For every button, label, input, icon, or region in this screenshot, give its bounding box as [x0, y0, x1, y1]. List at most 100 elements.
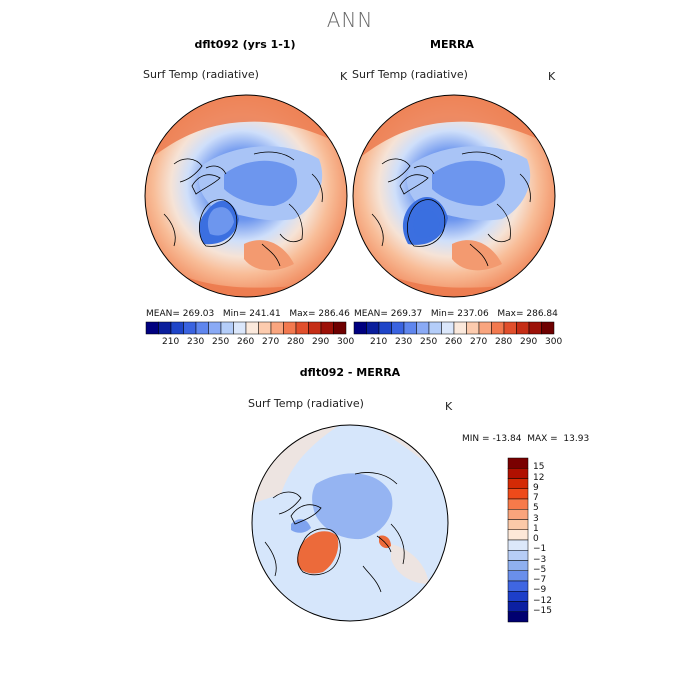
colorbar-tick-label-diff: −5	[533, 564, 547, 575]
colorbar-swatch-model	[258, 321, 272, 335]
colorbar-swatch-merra	[378, 321, 392, 335]
unit-label-model: K	[340, 70, 348, 83]
colorbar-swatch-merra	[503, 321, 517, 335]
colorbar-tick-label-diff: 7	[533, 493, 539, 503]
colorbar-swatch-diff	[507, 468, 529, 479]
colorbar-tick-label-diff: −7	[533, 575, 547, 585]
polar-map-merra	[352, 94, 556, 298]
colorbar-tick-label-model: 270	[262, 337, 280, 347]
max-label-merra: Max=	[497, 309, 524, 319]
panel-title-merra: MERRA	[430, 38, 474, 51]
panel-title-model: dflt092 (yrs 1-1)	[194, 38, 296, 51]
colorbar-model	[145, 321, 347, 335]
colorbar-swatch-diff	[507, 601, 529, 612]
colorbar-swatch-diff	[507, 498, 529, 510]
colorbar-swatch-model	[320, 321, 334, 335]
page-title: ANN	[326, 8, 374, 32]
colorbar-tick-label-diff: 9	[533, 482, 539, 493]
colorbar-swatch-merra	[478, 321, 492, 335]
colorbar-swatch-model	[170, 321, 184, 335]
colorbar-swatch-model	[283, 321, 297, 335]
colorbar-swatch-model	[183, 321, 197, 335]
colorbar-tick-label-model: 290	[312, 337, 330, 347]
colorbar-swatch-diff	[507, 488, 529, 500]
colorbar-ticks-diff: 15 12 9 7 5 3 1 0 −1 −3 −5 −7 −9 −12 −15	[533, 458, 573, 622]
colorbar-tick-label-diff: −15	[533, 605, 552, 616]
colorbar-swatch-diff	[507, 457, 529, 469]
colorbar-swatch-merra	[416, 321, 430, 335]
min-value-merra: 237.06	[457, 309, 489, 319]
colorbar-swatch-diff	[507, 611, 529, 623]
colorbar-ticks-model: 210 230 250 260 270 280 290 300	[146, 337, 354, 349]
colorbar-swatch-diff	[507, 550, 529, 561]
colorbar-tick-label-diff: 5	[533, 503, 539, 514]
colorbar-swatch-merra	[441, 321, 455, 335]
max-label-diff: MAX =	[527, 434, 558, 444]
colorbar-swatch-model	[333, 321, 347, 335]
polar-map-diff	[251, 424, 449, 622]
stats-model: MEAN= 269.03 Min= 241.41 Max= 286.46	[146, 309, 350, 319]
mean-value-merra: 269.37	[390, 309, 423, 319]
colorbar-swatch-merra	[516, 321, 530, 335]
colorbar-tick-label-diff: 15	[533, 462, 545, 473]
colorbar-tick-label-diff: 12	[533, 472, 545, 483]
colorbar-swatch-diff	[507, 580, 529, 592]
colorbar-swatch-diff	[507, 560, 529, 571]
colorbar-swatch-model	[308, 321, 322, 335]
colorbar-tick-label-merra: 250	[420, 337, 438, 347]
min-value-diff: -13.84	[492, 434, 522, 444]
colorbar-swatch-merra	[453, 321, 467, 335]
stats-merra: MEAN= 269.37 Min= 237.06 Max= 286.84	[354, 309, 558, 319]
colorbar-tick-label-merra: 300	[545, 337, 563, 347]
mean-label-model: MEAN=	[146, 309, 180, 319]
colorbar-tick-label-model: 210	[162, 337, 180, 347]
colorbar-diff	[507, 457, 529, 623]
colorbar-tick-label-diff: 0	[533, 534, 539, 544]
min-label-diff: MIN =	[462, 434, 490, 444]
colorbar-swatch-diff	[507, 591, 529, 602]
max-value-model: 286.46	[318, 309, 350, 319]
stats-diff: MIN = -13.84 MAX = 13.93	[462, 434, 589, 444]
colorbar-swatch-merra	[366, 321, 380, 335]
colorbar-tick-label-merra: 260	[445, 337, 463, 347]
colorbar-swatch-merra	[391, 321, 405, 335]
colorbar-tick-label-model: 260	[237, 337, 255, 347]
panel-title-diff: dflt092 - MERRA	[299, 366, 401, 379]
colorbar-tick-label-merra: 230	[395, 337, 413, 347]
colorbar-swatch-merra	[403, 321, 417, 335]
colorbar-swatch-model	[295, 321, 309, 335]
colorbar-tick-label-diff: −3	[533, 554, 547, 565]
colorbar-swatch-model	[195, 321, 209, 335]
colorbar-tick-label-merra: 290	[520, 337, 538, 347]
colorbar-swatch-model	[158, 321, 172, 335]
colorbar-swatch-diff	[507, 519, 529, 530]
colorbar-swatch-merra	[491, 321, 505, 335]
max-label-model: Max=	[289, 309, 316, 319]
max-value-diff: 13.93	[563, 434, 590, 444]
colorbar-merra	[353, 321, 555, 335]
colorbar-swatch-merra	[541, 321, 555, 335]
variable-label-model: Surf Temp (radiative)	[143, 68, 259, 81]
colorbar-tick-label-model: 300	[337, 337, 355, 347]
colorbar-swatch-merra	[428, 321, 442, 335]
colorbar-tick-label-diff: −9	[533, 585, 547, 596]
colorbar-tick-label-model: 250	[212, 337, 230, 347]
colorbar-tick-label-diff: 3	[533, 513, 539, 524]
colorbar-swatch-model	[220, 321, 234, 335]
colorbar-tick-label-diff: −1	[533, 544, 547, 555]
colorbar-swatch-model	[208, 321, 222, 335]
colorbar-swatch-merra	[353, 321, 367, 335]
colorbar-swatch-model	[145, 321, 159, 335]
max-value-merra: 286.84	[526, 309, 558, 319]
min-value-model: 241.41	[249, 309, 281, 319]
colorbar-swatch-diff	[507, 529, 529, 541]
variable-label-diff: Surf Temp (radiative)	[248, 397, 364, 410]
colorbar-swatch-model	[245, 321, 259, 335]
min-label-model: Min=	[222, 309, 247, 319]
colorbar-swatch-merra	[466, 321, 480, 335]
colorbar-swatch-merra	[528, 321, 542, 335]
min-label-merra: Min=	[430, 309, 455, 319]
colorbar-swatch-diff	[507, 539, 529, 551]
colorbar-tick-label-merra: 270	[470, 337, 488, 347]
colorbar-tick-label-diff: −12	[533, 595, 552, 606]
